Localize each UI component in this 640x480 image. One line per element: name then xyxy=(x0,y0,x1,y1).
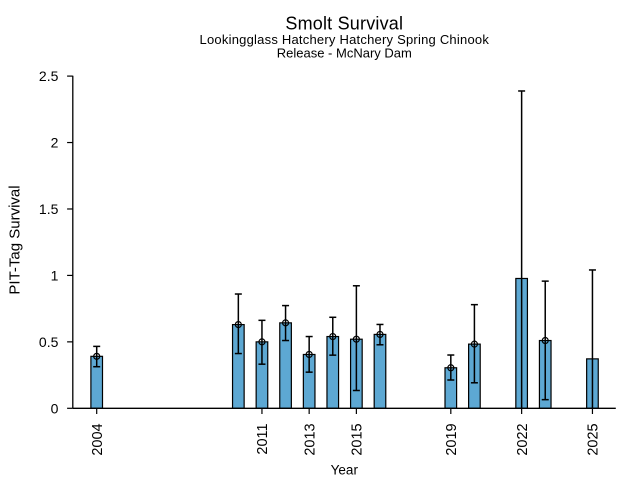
svg-text:0: 0 xyxy=(51,400,59,416)
svg-text:Smolt Survival: Smolt Survival xyxy=(285,14,403,34)
svg-text:1: 1 xyxy=(51,267,59,283)
svg-text:PIT-Tag Survival: PIT-Tag Survival xyxy=(7,185,24,294)
svg-text:Year: Year xyxy=(331,463,359,478)
svg-text:2015: 2015 xyxy=(350,423,366,455)
svg-text:2011: 2011 xyxy=(255,423,271,454)
svg-text:2.5: 2.5 xyxy=(39,68,59,84)
svg-text:2022: 2022 xyxy=(515,423,531,455)
svg-text:1.5: 1.5 xyxy=(39,201,59,217)
svg-text:Lookingglass Hatchery Hatchery: Lookingglass Hatchery Hatchery Spring Ch… xyxy=(200,32,490,47)
svg-text:2004: 2004 xyxy=(90,423,106,455)
svg-text:2019: 2019 xyxy=(444,423,460,455)
svg-text:Release - McNary Dam: Release - McNary Dam xyxy=(277,46,412,61)
svg-text:0.5: 0.5 xyxy=(39,334,59,350)
svg-text:2013: 2013 xyxy=(302,423,318,455)
svg-text:2: 2 xyxy=(51,135,59,151)
svg-text:2025: 2025 xyxy=(586,423,602,455)
